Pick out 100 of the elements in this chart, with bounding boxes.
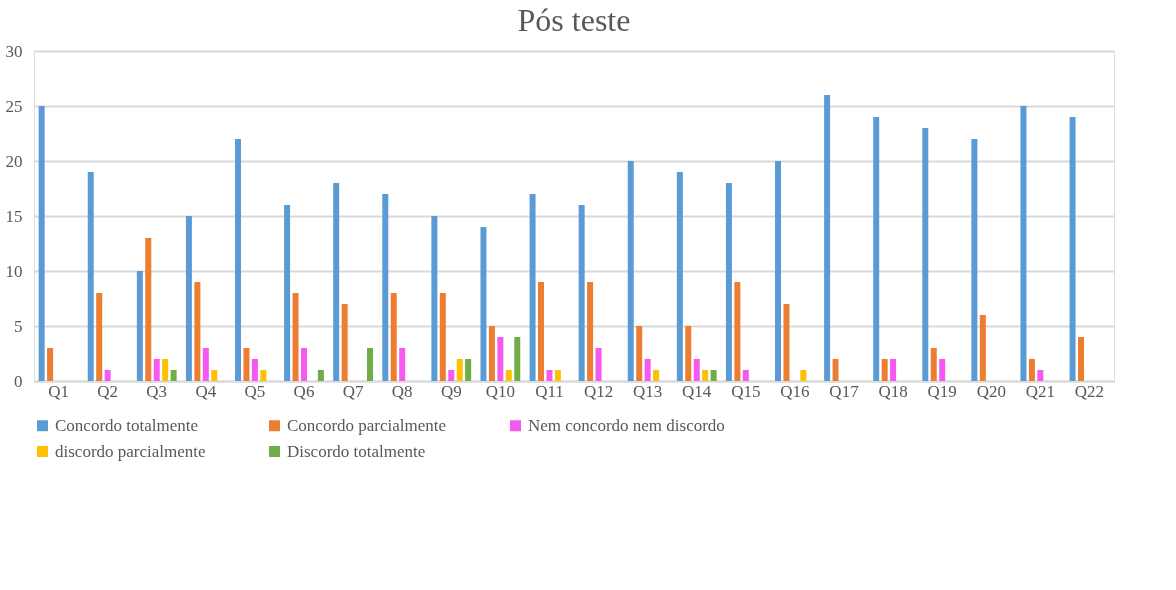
bar	[644, 359, 651, 381]
bar	[710, 370, 717, 381]
x-tick-label: Q21	[1025, 381, 1055, 401]
bar	[627, 161, 634, 381]
bar	[881, 359, 888, 381]
x-tick-label: Q6	[293, 381, 315, 401]
x-tick-label: Q9	[440, 381, 462, 401]
bar	[1069, 117, 1076, 381]
bar	[554, 370, 561, 381]
bar	[676, 172, 683, 381]
chart-title: Pós teste	[517, 2, 631, 38]
bar	[1028, 359, 1035, 381]
bar	[96, 293, 103, 381]
y-tick-label: 20	[5, 151, 23, 171]
x-tick-label: Q16	[780, 381, 810, 401]
bar	[800, 370, 807, 381]
bar	[734, 282, 741, 381]
x-tick-label: Q10	[485, 381, 515, 401]
x-tick-label: Q11	[535, 381, 564, 401]
bar	[87, 172, 94, 381]
x-tick-label: Q22	[1074, 381, 1105, 401]
x-tick-label: Q19	[927, 381, 957, 401]
bar	[366, 348, 373, 381]
legend-label: Concordo parcialmente	[287, 415, 447, 435]
bar	[301, 348, 307, 381]
bar	[890, 359, 897, 381]
bar	[47, 348, 54, 381]
bar	[685, 326, 692, 381]
x-tick-label: Q5	[244, 381, 266, 401]
bar	[873, 117, 880, 381]
bar	[979, 315, 986, 381]
bar	[153, 359, 160, 381]
bar	[260, 370, 267, 381]
bar	[480, 227, 487, 381]
y-tick-label: 25	[5, 96, 23, 116]
bar	[145, 238, 152, 381]
x-tick-label: Q4	[195, 381, 217, 401]
bar	[211, 370, 218, 381]
x-tick-label: Q12	[583, 381, 614, 401]
bar	[514, 337, 521, 381]
bar	[725, 183, 732, 381]
bar	[587, 282, 594, 381]
bar	[162, 359, 169, 381]
bar	[185, 216, 192, 381]
bar	[505, 370, 512, 381]
bar	[439, 293, 446, 381]
legend-label: discordo parcialmente	[55, 441, 206, 461]
bar	[742, 370, 749, 381]
x-tick-label: Q14	[682, 381, 712, 401]
legend-label: Discordo totalmente	[287, 441, 426, 461]
bar	[448, 370, 455, 381]
bar	[546, 370, 553, 381]
x-tick-label: Q2	[97, 381, 119, 401]
bar	[1020, 106, 1027, 381]
bar	[465, 359, 472, 381]
x-tick-label: Q3	[146, 381, 168, 401]
bar	[136, 271, 143, 381]
bar	[194, 282, 201, 381]
x-tick-label: Q18	[878, 381, 908, 401]
bar	[783, 304, 790, 381]
x-tick-label: Q15	[731, 381, 761, 401]
x-tick-label: Q13	[633, 381, 663, 401]
bar	[456, 359, 463, 381]
bar	[497, 337, 504, 381]
y-tick-label: 15	[5, 206, 23, 226]
bar	[317, 370, 324, 381]
bar	[832, 359, 839, 381]
bar	[775, 161, 782, 381]
y-tick-label: 0	[14, 371, 23, 391]
bar	[488, 326, 495, 381]
bar	[38, 106, 45, 381]
bar	[702, 370, 709, 381]
bar	[170, 370, 177, 381]
bar	[971, 139, 978, 381]
bar	[538, 282, 545, 381]
bar	[104, 370, 111, 381]
x-tick-label: Q17	[829, 381, 860, 401]
bar	[653, 370, 660, 381]
bar	[1037, 370, 1044, 381]
bar	[824, 95, 831, 381]
bar	[922, 128, 929, 381]
bar	[251, 359, 258, 381]
bar	[595, 348, 602, 381]
bar	[930, 348, 937, 381]
bar	[284, 205, 291, 381]
y-tick-label: 10	[5, 261, 23, 281]
bar	[333, 183, 340, 381]
bar	[636, 326, 643, 381]
bar	[431, 216, 438, 381]
legend-label: Concordo totalmente	[55, 415, 199, 435]
bar	[1078, 337, 1085, 381]
bar	[341, 304, 348, 381]
bar	[578, 205, 585, 381]
x-tick-label: Q7	[342, 381, 364, 401]
bar	[243, 348, 250, 381]
bar	[693, 359, 700, 381]
y-tick-label: 5	[14, 316, 23, 336]
y-tick-label: 30	[5, 41, 23, 61]
bar	[382, 194, 389, 381]
bar	[939, 359, 946, 381]
